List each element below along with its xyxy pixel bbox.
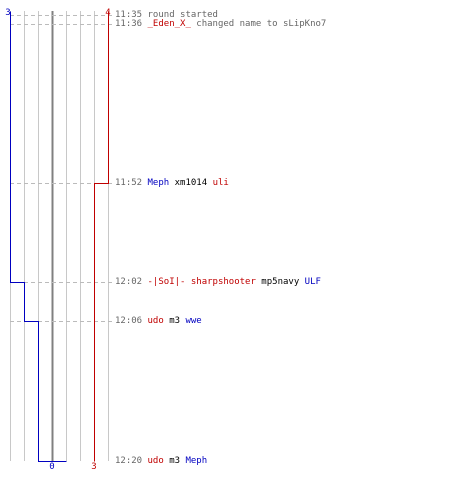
event-row: 12:20 udo m3 Meph	[115, 455, 207, 467]
event-timestamp: 12:20	[115, 456, 148, 466]
red-end-score-label: 3	[91, 462, 96, 472]
event-text: wwe	[185, 316, 202, 326]
event-text: m3	[163, 456, 186, 466]
red-start-score-label: 4	[105, 8, 110, 18]
event-timestamp: 12:06	[115, 316, 148, 326]
event-text: Meph	[185, 456, 208, 466]
event-text: udo	[147, 456, 164, 466]
event-row: 12:06 udo m3 wwe	[115, 315, 202, 327]
event-row: 11:52 Meph xm1014 uli	[115, 177, 229, 189]
blue-start-score-label: 3	[5, 8, 10, 18]
event-text: Meph	[147, 178, 170, 188]
blue-score-line	[10, 11, 67, 462]
event-timestamp: 11:52	[115, 178, 148, 188]
event-text: m3	[163, 316, 186, 326]
event-text: udo	[147, 316, 164, 326]
event-text: -|SoI|- sharpshooter	[147, 277, 256, 287]
red-score-line	[94, 11, 109, 462]
event-timestamp: 11:35	[115, 10, 148, 20]
event-timestamp: 11:36	[115, 19, 148, 29]
blue-end-score-label: 0	[49, 462, 54, 472]
event-text: ULF	[304, 277, 321, 287]
event-text: _Eden_X_	[147, 19, 191, 29]
event-text: xm1014	[169, 178, 213, 188]
event-text: round started	[147, 10, 218, 20]
event-text: mp5navy	[255, 277, 305, 287]
event-row: 11:35 round started	[115, 9, 218, 21]
event-text: changed name to sLipKno7	[190, 19, 327, 29]
event-timestamp: 12:02	[115, 277, 148, 287]
event-row: 11:36 _Eden_X_ changed name to sLipKno7	[115, 18, 326, 30]
event-text: uli	[212, 178, 229, 188]
event-row: 12:02 -|SoI|- sharpshooter mp5navy ULF	[115, 276, 321, 288]
